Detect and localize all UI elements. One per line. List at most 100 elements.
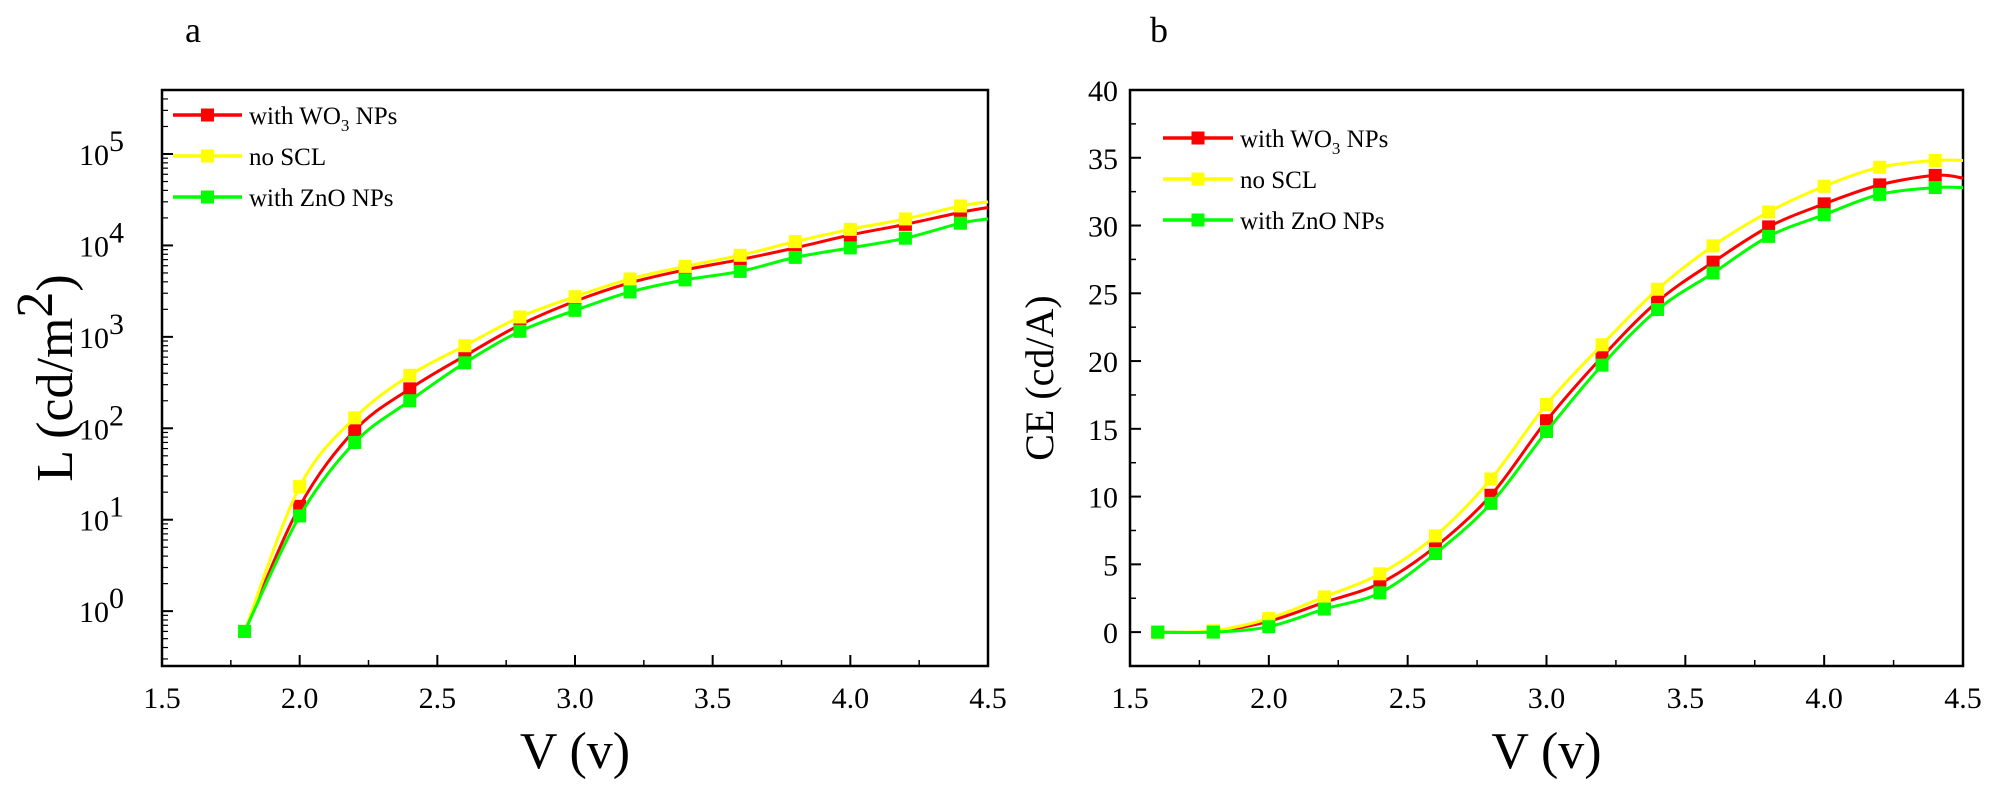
- series-marker: [513, 324, 527, 338]
- series-marker: [733, 264, 747, 278]
- series-marker: [1873, 160, 1887, 174]
- y-tick-exponent: 0: [109, 582, 124, 615]
- legend-label: no SCL: [1240, 167, 1317, 194]
- series-marker: [458, 356, 472, 370]
- legend-marker: [1191, 131, 1205, 145]
- y-tick-exponent: 3: [109, 308, 124, 341]
- series-marker: [898, 212, 912, 226]
- series-marker: [1262, 620, 1276, 634]
- series-marker: [623, 285, 637, 299]
- series-marker: [1706, 255, 1720, 269]
- legend-b: with WO3 NPs no SCL with ZnO NPs: [1163, 126, 1388, 235]
- series-marker: [348, 435, 362, 449]
- series-marker: [1928, 153, 1942, 167]
- x-tick-label: 4.0: [1805, 682, 1843, 715]
- y-axis-title: L (cd/m2): [7, 274, 84, 481]
- y-tick-exponent: 2: [109, 399, 124, 432]
- series-marker: [1484, 496, 1498, 510]
- y-axis-title-superscript: 2: [7, 292, 64, 318]
- legend-label: with WO3 NPs: [249, 103, 397, 135]
- y-tick-label: 5: [1103, 549, 1118, 582]
- x-tick-label: 2.0: [281, 682, 319, 715]
- y-tick-base: 10: [79, 596, 109, 629]
- y-tick-label: 10: [1088, 482, 1118, 515]
- series-marker: [1540, 414, 1553, 428]
- panel-label-b: b: [1150, 10, 1168, 50]
- series-marker: [458, 339, 472, 353]
- series-marker: [238, 624, 252, 638]
- series-line: [243, 200, 989, 632]
- legend-marker: [1191, 172, 1205, 186]
- series-marker: [1873, 187, 1887, 201]
- x-tick-label: 1.5: [143, 682, 181, 715]
- series-marker: [788, 235, 802, 249]
- legend-label-text: no SCL: [1240, 167, 1317, 194]
- series-marker: [568, 303, 582, 317]
- series-marker: [1373, 567, 1387, 581]
- legend-label-subscript: 3: [1332, 139, 1341, 158]
- y-tick-base: 10: [79, 322, 109, 355]
- series-marker: [1928, 168, 1942, 182]
- series-marker: [1317, 602, 1331, 616]
- legend-label-end: NPs: [349, 103, 397, 130]
- legend-label: no SCL: [249, 144, 326, 171]
- series-marker: [1762, 205, 1776, 219]
- series-marker: [1151, 625, 1165, 639]
- x-tick-label: 3.5: [1667, 682, 1705, 715]
- series-marker: [898, 231, 912, 245]
- panel-b-current-efficiency-chart: b 1.5 2.0 2.5 3.0 3.5 4.0 4.5 0 5 10 15 20 25 30 35 40 V …: [1017, 10, 1982, 780]
- panel-a-luminance-chart: a1.5 2.0 2.5 3.0 3.5 4.0 4.5100101102103104105…: [7, 10, 1007, 780]
- legend-label: with ZnO NPs: [249, 185, 393, 212]
- series-marker: [788, 250, 802, 264]
- series-marker: [1595, 338, 1609, 352]
- x-tick-label: 2.5: [1389, 682, 1427, 715]
- legend-label: with WO3 NPs: [1240, 126, 1388, 158]
- series-marker: [1428, 547, 1442, 561]
- legend-label-subscript: 3: [341, 116, 350, 135]
- series-marker: [1817, 197, 1831, 211]
- series-marker: [293, 509, 307, 523]
- legend-marker: [201, 108, 214, 122]
- series-marker: [1762, 229, 1776, 243]
- series-marker: [403, 394, 417, 408]
- series-marker: [1706, 266, 1720, 280]
- y-axis-title-main: L (cd/m: [27, 318, 84, 482]
- y-tick-label: 101: [79, 491, 124, 538]
- legend-marker: [201, 149, 214, 163]
- y-tick-base: 10: [79, 139, 109, 172]
- legend-label-end: NPs: [1340, 126, 1388, 153]
- y-tick-exponent: 4: [109, 216, 124, 249]
- y-tick-label: 15: [1088, 414, 1118, 447]
- y-tick-label: 20: [1088, 346, 1118, 379]
- x-tick-label: 2.5: [419, 682, 457, 715]
- legend-label-text: with WO: [1240, 126, 1332, 153]
- x-tick-label: 3.0: [556, 682, 594, 715]
- series-marker: [293, 480, 307, 494]
- y-tick-exponent: 1: [109, 491, 124, 524]
- y-tick-label: 30: [1088, 211, 1118, 244]
- series-marker: [678, 259, 692, 273]
- x-axis-title: V (v): [1491, 723, 1601, 780]
- series-line: [1157, 158, 1964, 634]
- series-marker: [953, 199, 967, 213]
- series-marker: [1706, 239, 1720, 253]
- legend-marker: [201, 190, 214, 204]
- legend-a: with WO3 NPs no SCL with ZnO NPs: [173, 103, 397, 212]
- legend-label-text: with ZnO NPs: [249, 185, 393, 212]
- legend-marker: [1191, 213, 1205, 227]
- legend-label-text: with ZnO NPs: [1240, 208, 1384, 235]
- x-tick-label: 1.5: [1111, 682, 1149, 715]
- y-tick-label: 0: [1103, 617, 1118, 650]
- x-tick-label: 4.5: [1944, 682, 1982, 715]
- legend-label: with ZnO NPs: [1240, 208, 1384, 235]
- series-marker: [1928, 181, 1942, 195]
- series-marker: [1817, 208, 1831, 222]
- x-tick-label: 4.5: [969, 682, 1007, 715]
- x-tick-label: 4.0: [832, 682, 870, 715]
- series-marker: [953, 216, 967, 230]
- y-axis-title-end: ): [27, 274, 84, 291]
- series-marker: [1817, 179, 1831, 193]
- series-marker: [1428, 529, 1442, 543]
- series-0: [1151, 168, 1964, 639]
- y-tick-label: 35: [1088, 143, 1118, 176]
